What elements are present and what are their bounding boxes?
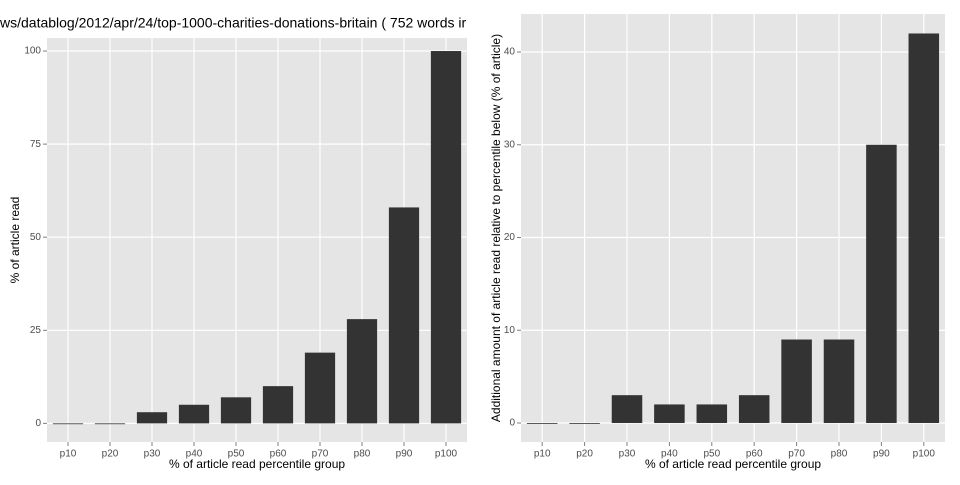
x-tick-label: p70 [788, 449, 805, 460]
y-tick-label: 25 [30, 325, 42, 336]
x-tick-label: p40 [186, 449, 203, 460]
x-tick-label: p50 [703, 449, 720, 460]
y-tick-label: 75 [30, 139, 42, 150]
y-tick-label: 0 [509, 418, 515, 429]
y-tick-label: 40 [504, 47, 516, 58]
chart-title: ws/datablog/2012/apr/24/top-1000-chariti… [0, 15, 466, 31]
x-tick-label: p20 [576, 449, 593, 460]
x-tick-label: p30 [619, 449, 636, 460]
x-tick-label: p70 [312, 449, 329, 460]
bar [823, 339, 855, 423]
y-tick-label: 0 [35, 418, 41, 429]
y-axis-title: Additional amount of article read relati… [489, 34, 503, 422]
x-tick-label: p90 [396, 449, 413, 460]
bar [262, 386, 294, 424]
y-tick-label: 10 [504, 325, 516, 336]
y-tick-label: 100 [24, 46, 41, 57]
bar [569, 422, 600, 424]
bar [908, 33, 940, 423]
bar [94, 423, 126, 425]
x-tick-label: p40 [661, 449, 678, 460]
bar [220, 397, 252, 424]
y-tick-label: 30 [504, 139, 516, 150]
x-axis-title: % of article read percentile group [645, 457, 821, 471]
bar [654, 404, 685, 423]
bar [136, 412, 168, 424]
x-tick-label: p80 [354, 449, 371, 460]
y-tick-label: 50 [30, 232, 42, 243]
y-tick-label: 20 [504, 232, 516, 243]
x-tick-label: p100 [435, 449, 458, 460]
bar [611, 395, 643, 423]
bar [346, 319, 378, 424]
bar [430, 51, 462, 424]
x-tick-label: p10 [534, 449, 551, 460]
bar [526, 422, 558, 424]
x-tick-label: p100 [913, 449, 936, 460]
bar [738, 395, 770, 423]
x-tick-label: p10 [60, 449, 77, 460]
bar [781, 339, 812, 423]
bar [178, 404, 210, 424]
x-tick-label: p30 [144, 449, 161, 460]
y-axis-title: % of article read [8, 197, 22, 284]
bar [388, 207, 420, 424]
x-tick-label: p20 [102, 449, 119, 460]
bar [696, 404, 728, 423]
x-tick-label: p80 [831, 449, 848, 460]
x-axis-title: % of article read percentile group [169, 457, 345, 471]
bar [52, 423, 84, 425]
bar [866, 144, 897, 423]
x-tick-label: p50 [228, 449, 245, 460]
x-tick-label: p60 [746, 449, 763, 460]
bar [304, 352, 336, 424]
x-tick-label: p90 [873, 449, 890, 460]
x-tick-label: p60 [270, 449, 287, 460]
